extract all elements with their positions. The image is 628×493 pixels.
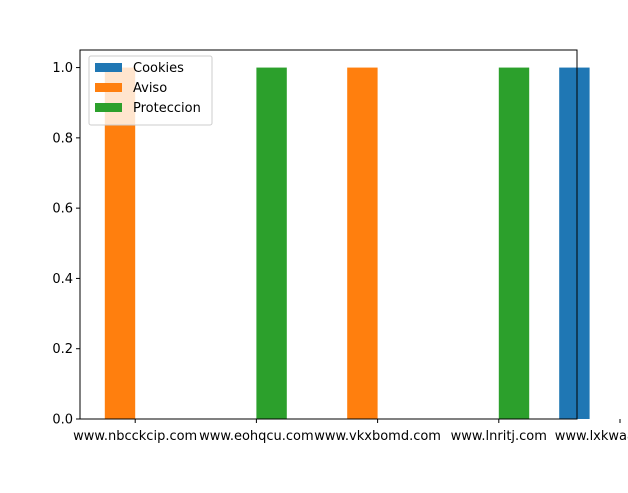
bars-group — [104, 67, 590, 419]
legend: Cookies Aviso Proteccion — [88, 55, 213, 126]
x-tick-label: www.vkxbomd.com — [314, 429, 441, 444]
legend-label-proteccion: Proteccion — [133, 101, 201, 116]
y-tick-label: 0.4 — [52, 272, 73, 287]
x-tick-label: www.eohqcu.com — [199, 429, 314, 444]
y-tick-label: 0.6 — [52, 202, 73, 217]
y-tick-label: 0.0 — [52, 413, 73, 428]
bar-aviso-0 — [104, 67, 136, 419]
bar-proteccion-3 — [498, 67, 530, 419]
legend-label-aviso: Aviso — [133, 81, 167, 96]
x-tick-label: www.nbcckcip.com — [73, 429, 197, 444]
bar-aviso-2 — [347, 67, 378, 419]
legend-swatch-aviso — [95, 83, 122, 92]
bar-proteccion-1 — [256, 67, 287, 419]
axes-frame — [79, 49, 578, 420]
x-tick-label: www.lxkwaajoz.com — [555, 429, 628, 444]
y-tick-label: 0.8 — [52, 131, 73, 146]
y-tick-label: 1.0 — [52, 61, 73, 76]
x-tick-label: www.lnritj.com — [451, 429, 547, 444]
y-tick-label: 0.2 — [52, 342, 73, 357]
legend-swatch-cookies — [95, 63, 122, 72]
legend-swatch-proteccion — [95, 103, 122, 112]
x-axis: www.nbcckcip.com www.eohqcu.com www.vkxbom… — [73, 419, 628, 444]
legend-label-cookies: Cookies — [133, 61, 184, 76]
y-axis: 0.0 0.2 0.4 0.6 0.8 1.0 — [52, 61, 80, 428]
bar-cookies-4 — [559, 67, 590, 419]
